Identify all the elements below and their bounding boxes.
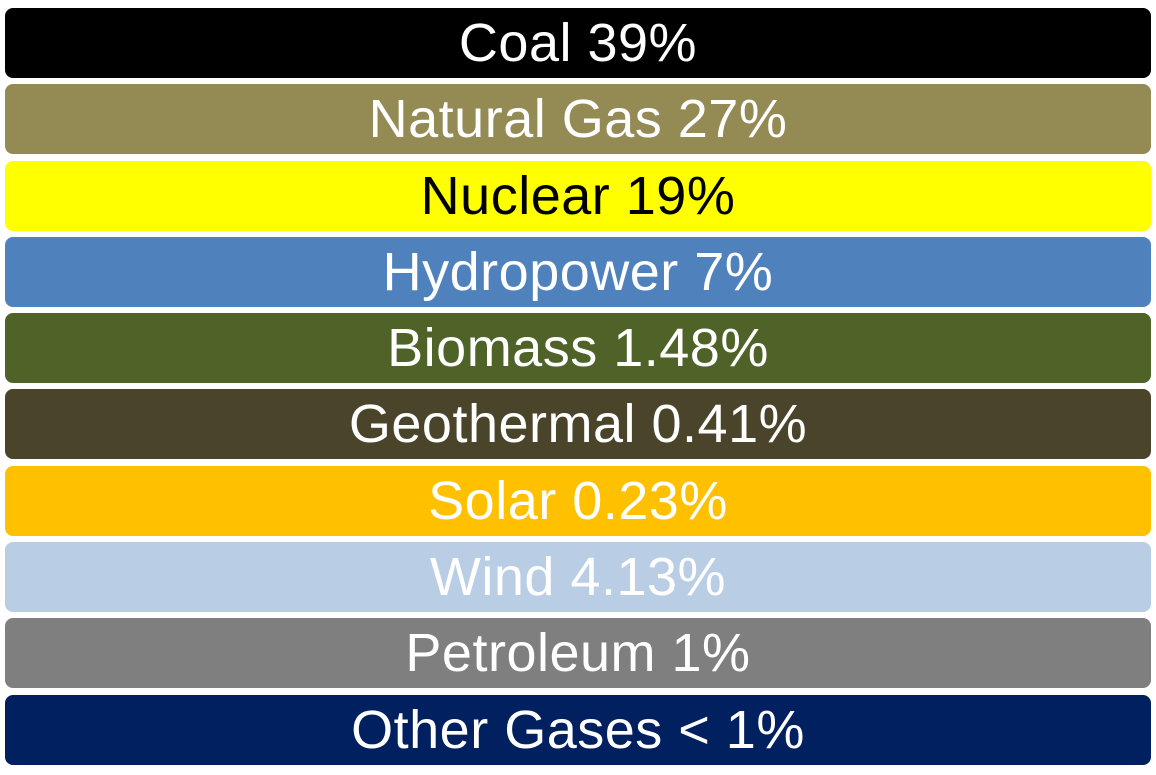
coal-bar: Coal 39% [5, 8, 1151, 78]
wind-bar: Wind 4.13% [5, 542, 1151, 613]
nuclear-bar: Nuclear 19% [5, 160, 1151, 231]
other-gases-bar: Other Gases < 1% [5, 694, 1151, 765]
biomass-bar: Biomass 1.48% [5, 313, 1151, 384]
natural-gas-bar: Natural Gas 27% [5, 84, 1151, 155]
hydropower-bar: Hydropower 7% [5, 236, 1151, 307]
energy-source-stack: Coal 39% Natural Gas 27% Nuclear 19% Hyd… [5, 8, 1151, 765]
solar-bar: Solar 0.23% [5, 465, 1151, 536]
petroleum-bar: Petroleum 1% [5, 618, 1151, 689]
geothermal-bar: Geothermal 0.41% [5, 389, 1151, 460]
